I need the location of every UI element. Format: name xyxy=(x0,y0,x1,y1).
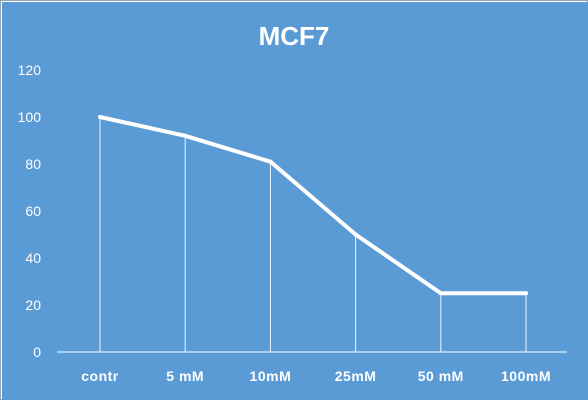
y-tick-label: 120 xyxy=(18,62,42,78)
data-point xyxy=(438,291,443,296)
drop-lines xyxy=(99,117,527,352)
data-point xyxy=(268,159,273,164)
x-axis-category-labels: contr 5 mM 10mM 25mM 50 mM 100mM xyxy=(81,368,551,384)
data-point xyxy=(183,133,188,138)
y-tick-label: 100 xyxy=(18,109,42,125)
series-line xyxy=(98,115,528,296)
chart-title: MCF7 xyxy=(259,21,330,51)
y-tick-label: 80 xyxy=(25,156,41,172)
y-tick-label: 0 xyxy=(33,344,41,360)
x-category-label: 10mM xyxy=(250,368,292,384)
x-category-label: 50 mM xyxy=(418,368,464,384)
x-category-label: 5 mM xyxy=(166,368,204,384)
data-point xyxy=(98,115,102,119)
data-point xyxy=(353,232,358,237)
x-category-label: 25mM xyxy=(335,368,377,384)
y-axis-tick-labels: 0 20 40 60 80 100 120 xyxy=(18,62,42,360)
data-point xyxy=(524,291,528,296)
x-category-label: 100mM xyxy=(501,368,551,384)
y-tick-label: 20 xyxy=(25,297,41,313)
x-category-label: contr xyxy=(81,368,119,384)
y-tick-label: 40 xyxy=(25,250,41,266)
series-group xyxy=(98,115,528,296)
y-tick-label: 60 xyxy=(25,203,41,219)
